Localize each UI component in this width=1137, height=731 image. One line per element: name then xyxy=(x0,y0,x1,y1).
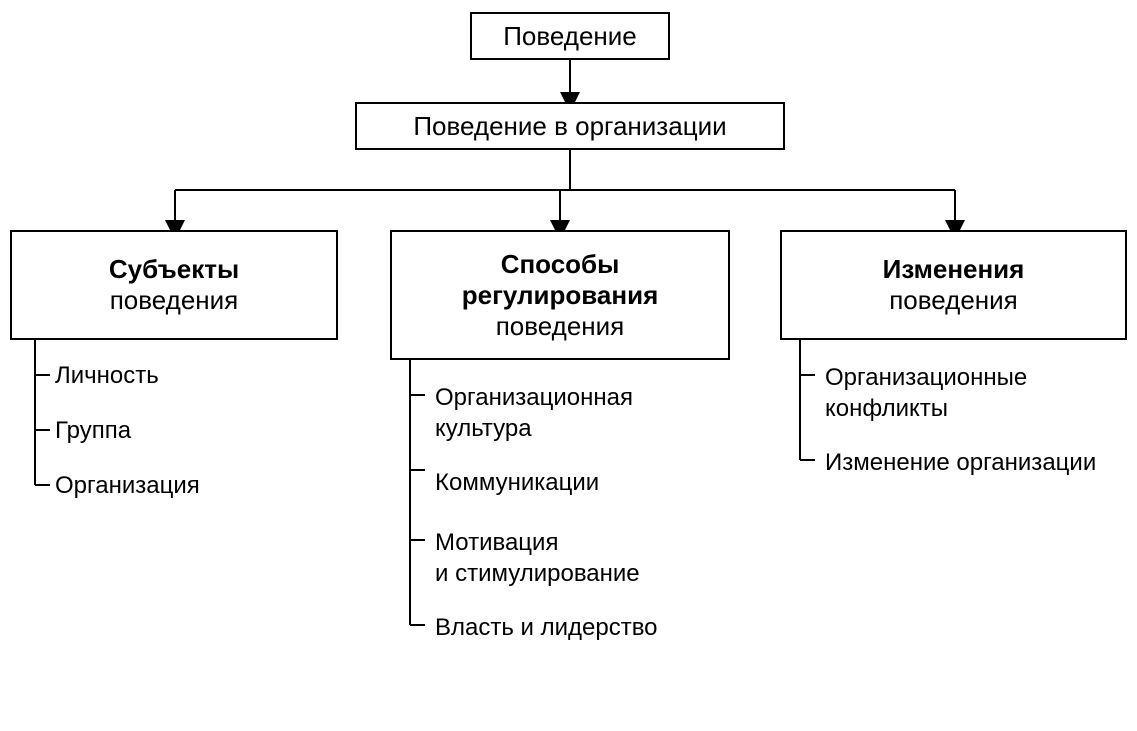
list-methods-item: Власть и лидерство xyxy=(435,612,715,643)
node-changes-subtitle: поведения xyxy=(889,285,1018,316)
node-changes: Изменения поведения xyxy=(780,230,1127,340)
node-root-label: Поведение xyxy=(503,21,637,52)
node-level2: Поведение в организации xyxy=(355,102,785,150)
node-methods: Способы регулирования поведения xyxy=(390,230,730,360)
list-methods-item: Коммуникации xyxy=(435,467,715,498)
node-methods-subtitle: поведения xyxy=(496,311,625,342)
node-root: Поведение xyxy=(470,12,670,60)
node-level2-label: Поведение в организации xyxy=(413,111,726,142)
node-changes-title: Изменения xyxy=(883,254,1025,285)
node-subjects-subtitle: поведения xyxy=(110,285,239,316)
list-subjects-item: Личность xyxy=(55,362,159,390)
list-methods-item: Организационная культура xyxy=(435,382,715,444)
list-methods-item: Мотивация и стимулирование xyxy=(435,527,715,589)
list-changes-item: Изменение организации xyxy=(825,447,1115,478)
node-subjects: Субъекты поведения xyxy=(10,230,338,340)
list-subjects-item: Организация xyxy=(55,472,200,500)
node-methods-title: Способы регулирования xyxy=(410,249,710,311)
list-changes-item: Организационные конфликты xyxy=(825,362,1115,424)
node-subjects-title: Субъекты xyxy=(109,254,239,285)
list-subjects-item: Группа xyxy=(55,417,131,445)
